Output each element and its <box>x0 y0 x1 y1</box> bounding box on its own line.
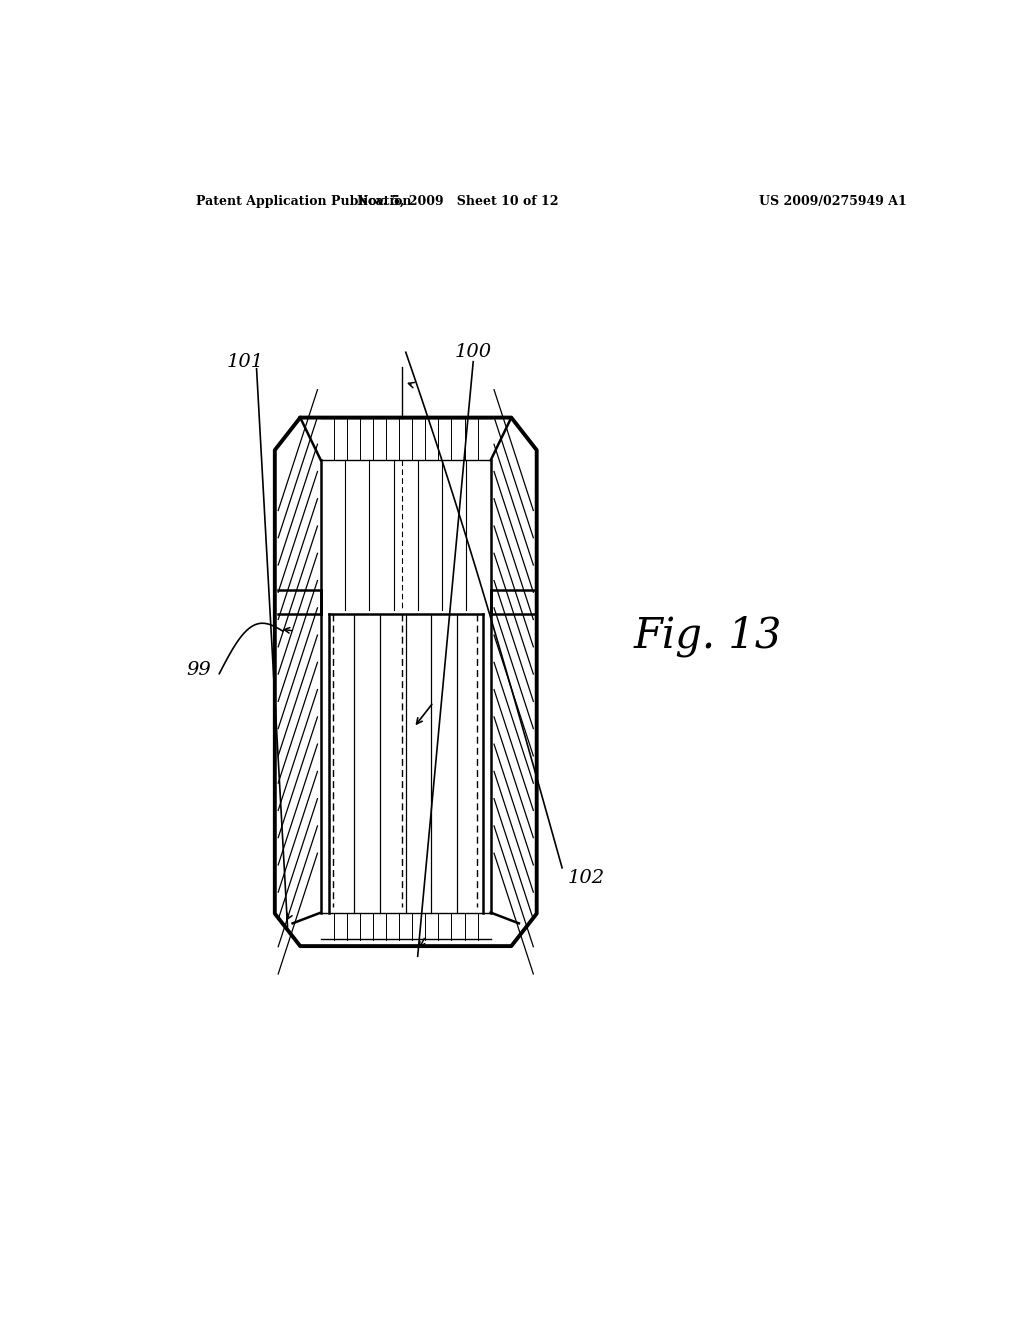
Text: 100: 100 <box>455 342 492 360</box>
Text: US 2009/0275949 A1: US 2009/0275949 A1 <box>759 194 906 207</box>
Text: Fig. 13: Fig. 13 <box>633 615 781 657</box>
Text: 102: 102 <box>567 869 605 887</box>
Text: Nov. 5, 2009   Sheet 10 of 12: Nov. 5, 2009 Sheet 10 of 12 <box>356 194 558 207</box>
Text: Patent Application Publication: Patent Application Publication <box>197 194 412 207</box>
Text: 101: 101 <box>227 352 264 371</box>
Text: 99: 99 <box>186 660 211 678</box>
